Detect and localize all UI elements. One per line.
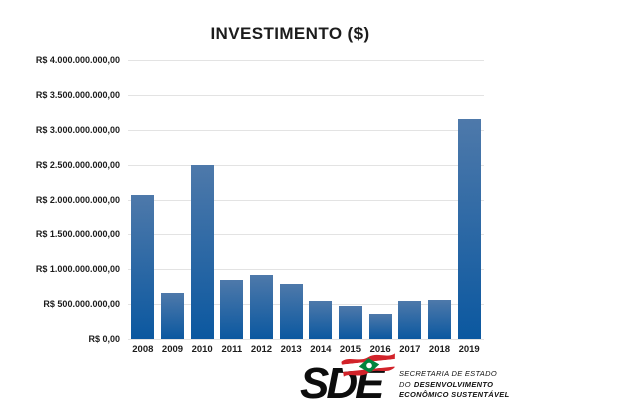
chart-title: INVESTIMENTO ($) [210, 24, 370, 43]
x-axis-label-2019: 2019 [458, 344, 480, 355]
gridline [128, 94, 484, 96]
bar-2019 [457, 119, 481, 339]
y-axis-tick-label: R$ 1.500.000.000,00 [35, 229, 120, 240]
santa-catarina-flag-icon [341, 352, 397, 378]
gridline [128, 199, 484, 201]
bar-2009 [161, 292, 184, 339]
gridline [128, 339, 484, 340]
y-axis-tick-label: R$ 4.000.000.000,00 [35, 55, 120, 65]
bar-2010 [190, 164, 214, 339]
logo-line1: SECRETARIA DE ESTADO [399, 369, 497, 378]
bar-2017 [398, 301, 422, 339]
gridline [128, 269, 484, 271]
bar-2016 [368, 314, 392, 339]
bar-2008 [131, 194, 155, 339]
y-axis-tick-label: R$ 3.500.000.000,00 [35, 89, 120, 100]
bar-2014 [309, 300, 333, 339]
bar-2011 [220, 280, 244, 339]
x-axis-label-2017: 2017 [399, 344, 421, 355]
bar-2015 [339, 305, 362, 339]
gridline [128, 234, 484, 236]
logo-caption: SECRETARIA DE ESTADO DO DESENVOLVIMENTO E… [399, 369, 509, 401]
y-axis-tick-label: R$ 0,00 [88, 334, 120, 344]
x-axis-label-2008: 2008 [132, 344, 154, 355]
x-axis-label-2015: 2015 [339, 344, 362, 355]
x-axis-label-2010: 2010 [191, 344, 213, 355]
y-axis-tick-label: R$ 1.000.000.000,00 [35, 264, 120, 275]
bar-2013 [279, 283, 303, 339]
bar-2012 [250, 275, 273, 339]
bar-2018 [428, 299, 451, 339]
x-axis-label-2014: 2014 [310, 344, 332, 355]
logo-line3: ECONÔMICO SUSTENTÁVEL [399, 390, 510, 399]
x-axis-label-2011: 2011 [221, 344, 243, 355]
y-axis-tick-label: R$ 500.000.000,00 [43, 299, 120, 310]
y-axis-tick-label: R$ 2.000.000.000,00 [35, 194, 120, 205]
y-axis-tick-label: R$ 2.500.000.000,00 [35, 159, 120, 170]
logo-acronym: SDE [300, 359, 385, 408]
logo-line2: DO DESENVOLVIMENTO [399, 379, 494, 389]
x-axis-label-2009: 2009 [161, 344, 184, 355]
x-axis-label-2013: 2013 [280, 344, 302, 355]
x-axis-label-2016: 2016 [369, 344, 391, 355]
x-axis-label-2012: 2012 [250, 344, 273, 355]
gridline [128, 129, 484, 131]
gridline [128, 164, 484, 166]
plot-area: R$ 4.000.000.000,00 R$ 3.500.000.000,00 R$… [36, 55, 484, 355]
y-axis-tick-label: R$ 3.000.000.000,00 [35, 124, 120, 135]
gridline [128, 60, 484, 61]
x-axis-label-2018: 2018 [428, 344, 451, 355]
gridline [128, 304, 484, 306]
